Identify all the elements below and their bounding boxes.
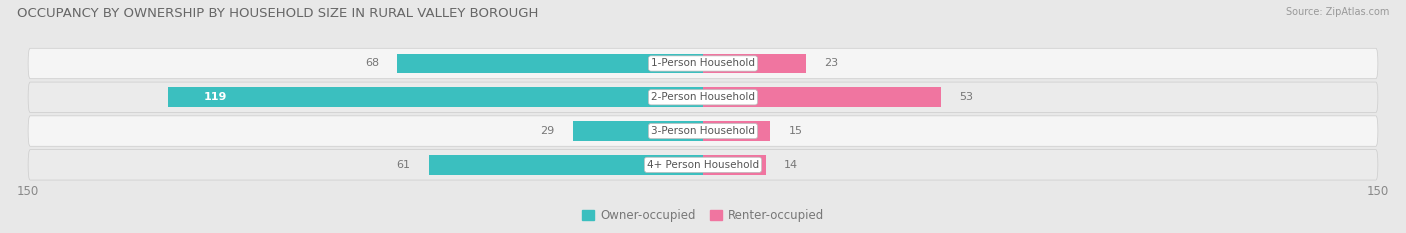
Bar: [703, 87, 942, 107]
Bar: [429, 155, 703, 175]
FancyBboxPatch shape: [28, 116, 1378, 146]
Text: 15: 15: [789, 126, 803, 136]
Text: 3-Person Household: 3-Person Household: [651, 126, 755, 136]
Text: 68: 68: [366, 58, 380, 69]
Text: 23: 23: [824, 58, 838, 69]
FancyBboxPatch shape: [28, 150, 1378, 180]
Legend: Owner-occupied, Renter-occupied: Owner-occupied, Renter-occupied: [578, 205, 828, 227]
Text: 61: 61: [396, 160, 411, 170]
Bar: [703, 121, 770, 141]
Bar: [572, 121, 703, 141]
Text: Source: ZipAtlas.com: Source: ZipAtlas.com: [1285, 7, 1389, 17]
FancyBboxPatch shape: [28, 48, 1378, 79]
Text: 29: 29: [540, 126, 554, 136]
Bar: [167, 87, 703, 107]
FancyBboxPatch shape: [28, 82, 1378, 113]
Text: 2-Person Household: 2-Person Household: [651, 92, 755, 102]
Text: 53: 53: [959, 92, 973, 102]
Text: 119: 119: [204, 92, 226, 102]
Bar: [703, 54, 807, 73]
Text: 14: 14: [785, 160, 799, 170]
Text: 4+ Person Household: 4+ Person Household: [647, 160, 759, 170]
Text: 1-Person Household: 1-Person Household: [651, 58, 755, 69]
Text: OCCUPANCY BY OWNERSHIP BY HOUSEHOLD SIZE IN RURAL VALLEY BOROUGH: OCCUPANCY BY OWNERSHIP BY HOUSEHOLD SIZE…: [17, 7, 538, 20]
Bar: [703, 155, 766, 175]
Bar: [396, 54, 703, 73]
